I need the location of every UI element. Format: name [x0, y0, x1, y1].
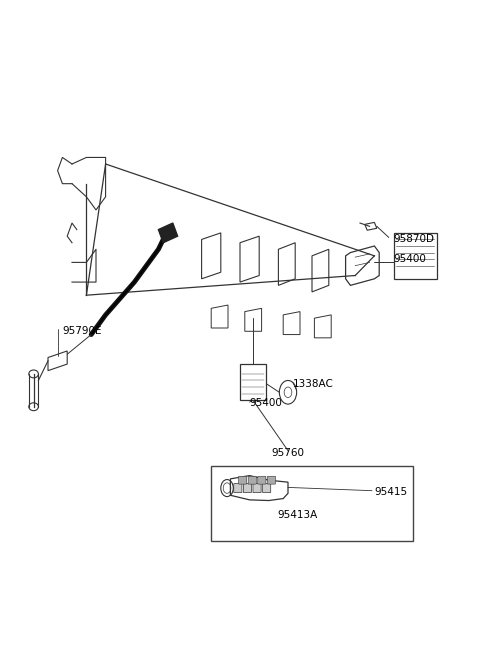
Text: 1338AC: 1338AC: [293, 379, 334, 389]
Text: 95400: 95400: [394, 254, 426, 264]
FancyBboxPatch shape: [248, 476, 256, 484]
FancyBboxPatch shape: [267, 476, 276, 484]
FancyBboxPatch shape: [243, 483, 252, 493]
Polygon shape: [158, 223, 178, 243]
Text: 95415: 95415: [374, 487, 408, 497]
Text: 95870D: 95870D: [394, 234, 434, 245]
Text: 95790E: 95790E: [62, 326, 102, 337]
Text: 95413A: 95413A: [277, 510, 318, 520]
Text: 95400: 95400: [250, 398, 282, 409]
FancyBboxPatch shape: [263, 483, 271, 493]
FancyBboxPatch shape: [239, 476, 247, 484]
FancyBboxPatch shape: [258, 476, 266, 484]
FancyBboxPatch shape: [234, 483, 242, 493]
Text: 95760: 95760: [272, 447, 304, 458]
FancyBboxPatch shape: [253, 483, 261, 493]
